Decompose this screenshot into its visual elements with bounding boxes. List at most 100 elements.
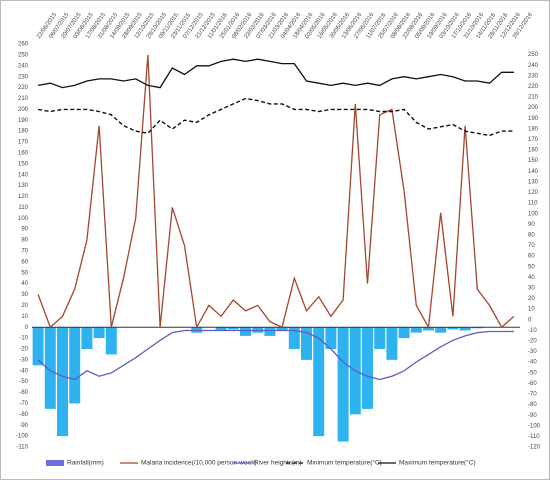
y2-tick-label: 20 [528, 296, 535, 302]
y-tick-label: 250 [18, 52, 29, 58]
bar [325, 327, 337, 349]
y-tick-label: 70 [21, 249, 28, 255]
y2-tick-label: 10 [528, 307, 535, 313]
y2-tick-label: 40 [528, 275, 535, 281]
y-tick-label: 40 [21, 281, 28, 287]
y-tick-label: -110 [16, 445, 28, 451]
y2-tick-label: 210 [528, 95, 539, 101]
y2-tick-label: -70 [528, 392, 537, 398]
y-tick-label: -30 [19, 357, 28, 363]
bar [398, 327, 410, 339]
y-tick-label: 220 [18, 85, 29, 91]
bar [215, 327, 227, 331]
line-series [37, 97, 514, 137]
y2-tick-label: 200 [528, 105, 539, 111]
y-tick-label: 90 [21, 227, 28, 233]
y-tick-label: -60 [19, 390, 28, 396]
y2-tick-label: 60 [528, 254, 535, 260]
y2-tick-label: -60 [528, 381, 537, 387]
line-series [37, 329, 514, 381]
y2-tick-label: -30 [528, 349, 537, 355]
y-tick-label: 140 [18, 172, 29, 178]
y-tick-label: 0 [25, 325, 29, 331]
y2-tick-label: 190 [528, 116, 539, 122]
y-tick-label: 10 [21, 314, 28, 320]
y-tick-label: 130 [18, 183, 29, 189]
y2-tick-label: -100 [528, 423, 541, 429]
bar [313, 327, 325, 437]
bar [32, 327, 44, 366]
y-tick-label: 160 [18, 150, 29, 156]
legend-label: Rainfall(mm) [67, 460, 104, 467]
y-tick-label: 110 [18, 205, 28, 211]
y-tick-label: 170 [18, 140, 29, 146]
bar [264, 327, 276, 336]
y2-tick-label: 220 [528, 84, 539, 90]
y-tick-label: 230 [18, 74, 29, 80]
y2-tick-label: 140 [528, 169, 539, 175]
y-tick-label: 180 [18, 129, 29, 135]
y-tick-label: -70 [19, 401, 28, 407]
y2-tick-label: 150 [528, 158, 539, 164]
y-tick-label: -50 [19, 379, 28, 385]
bar [81, 327, 93, 349]
y-tick-label: -40 [19, 368, 28, 374]
line-series [37, 54, 515, 330]
legend-label: Minimum temperature(°C) [307, 459, 382, 467]
y2-tick-label: 50 [528, 264, 535, 270]
y2-tick-label: 0 [528, 317, 532, 323]
bar [337, 327, 349, 442]
y2-tick-label: 30 [528, 285, 535, 291]
y-tick-label: -20 [19, 347, 28, 353]
y-tick-label: 120 [18, 194, 29, 200]
y-tick-label: 150 [18, 161, 29, 167]
bar [93, 327, 105, 339]
y-tick-label: -90 [19, 423, 28, 429]
y-tick-label: 190 [18, 118, 29, 124]
y2-tick-label: -20 [528, 339, 537, 345]
y-tick-label: 30 [21, 292, 28, 298]
bar [69, 327, 81, 404]
bar [240, 327, 251, 336]
y2-tick-label: 160 [528, 148, 539, 154]
y-tick-label: 260 [18, 42, 29, 48]
y2-tick-label: 170 [528, 137, 539, 143]
line-series [37, 58, 514, 89]
y2-tick-label: -120 [528, 445, 541, 451]
y2-tick-label: -110 [528, 434, 540, 440]
y-tick-label: -80 [19, 412, 28, 418]
y-tick-label: 80 [21, 238, 28, 244]
bar [435, 327, 447, 333]
y-tick-label: -100 [16, 434, 29, 440]
y2-tick-label: 130 [528, 179, 539, 185]
y-tick-label: 240 [18, 63, 29, 69]
legend-label: Malaria incidence(/10,000 person-week) [141, 460, 257, 467]
y-tick-label: -10 [19, 336, 28, 342]
bar [459, 327, 471, 331]
y2-tick-label: 230 [528, 73, 539, 79]
y2-tick-label: 240 [528, 63, 539, 69]
bar [44, 327, 56, 409]
bar [227, 327, 239, 330]
bar [410, 327, 422, 333]
y-tick-label: 210 [18, 96, 29, 102]
y-tick-label: 60 [21, 259, 28, 265]
bar [423, 327, 434, 331]
y2-tick-label: 100 [528, 211, 539, 217]
bar [386, 327, 398, 360]
y2-tick-label: 120 [528, 190, 539, 196]
bar [362, 327, 373, 409]
bar [276, 327, 288, 331]
legend-label: Maximum temperature(°C) [399, 459, 476, 467]
y-tick-label: 50 [21, 270, 28, 276]
y-tick-label: 100 [18, 216, 29, 222]
bar [447, 327, 459, 330]
bar [288, 327, 300, 349]
y2-tick-label: 180 [528, 126, 539, 132]
bar [105, 327, 117, 355]
bar [374, 327, 386, 349]
y2-tick-label: 80 [528, 232, 535, 238]
y2-tick-label: -50 [528, 370, 537, 376]
y2-tick-label: 70 [528, 243, 535, 249]
